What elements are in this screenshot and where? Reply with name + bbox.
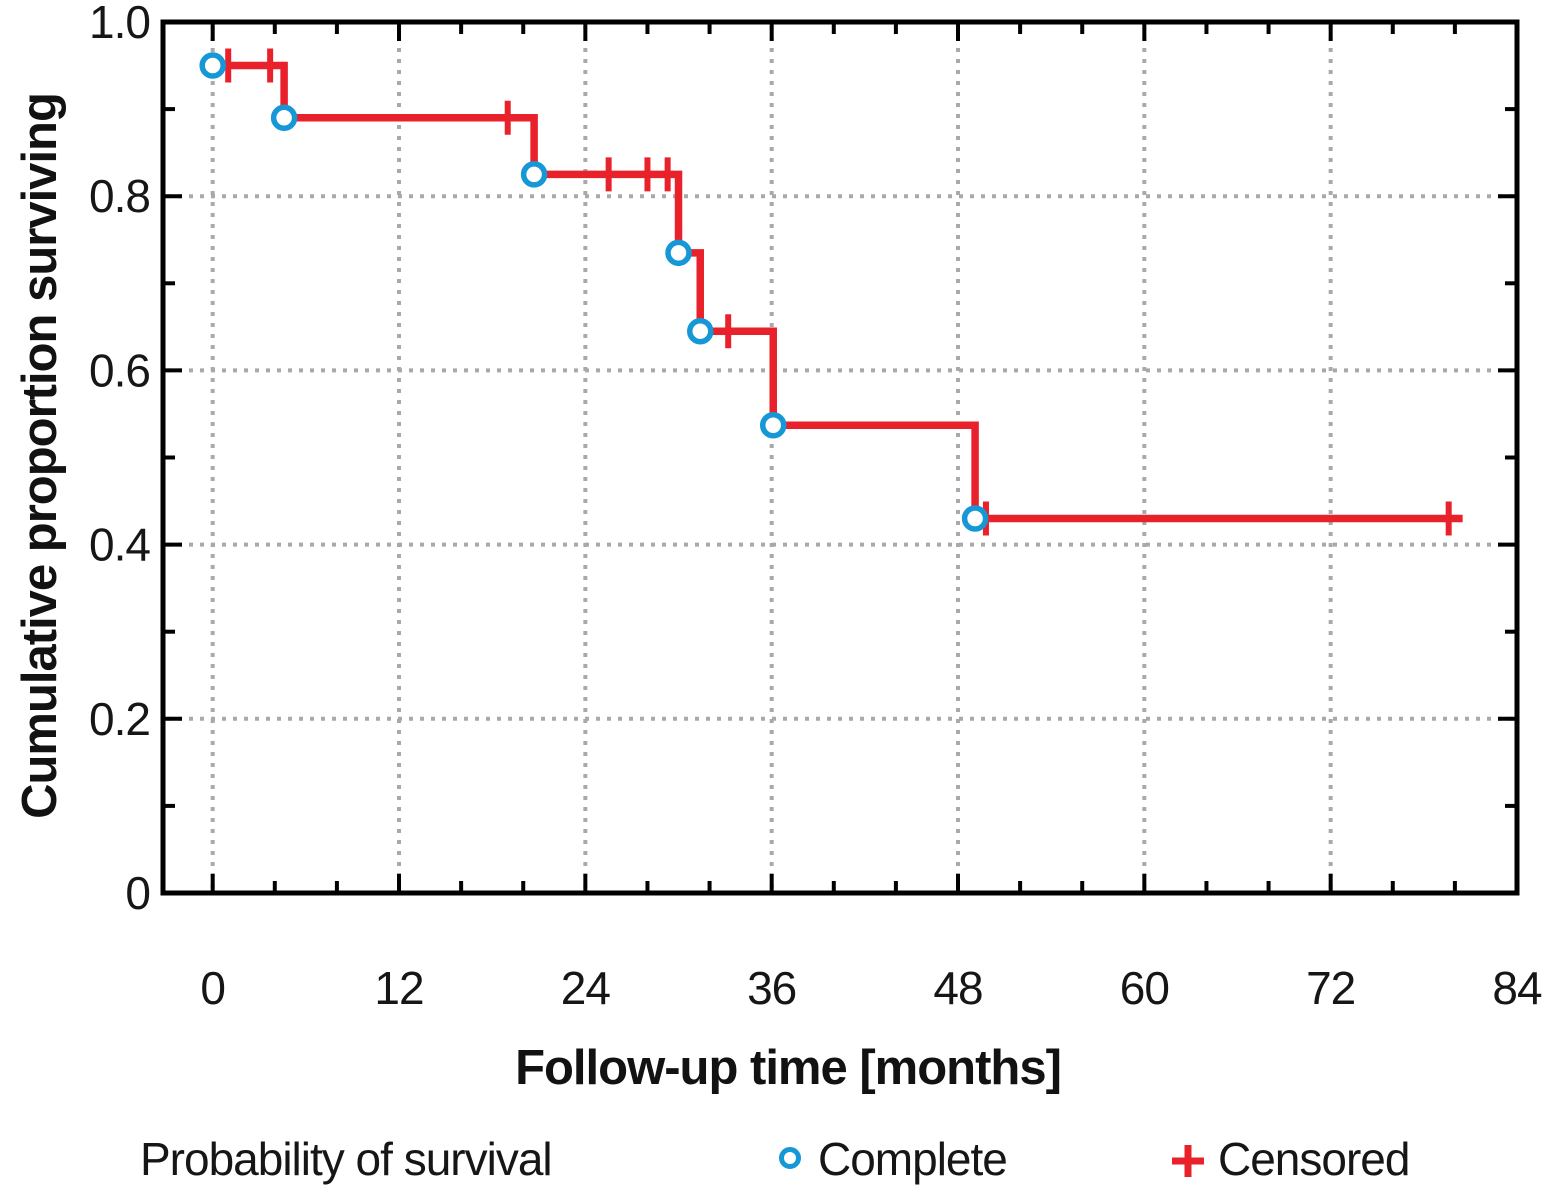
complete-marker <box>270 104 298 132</box>
complete-marker <box>687 317 714 345</box>
legend-series-label: Probability of survival <box>140 1133 553 1185</box>
complete-marker <box>199 52 226 79</box>
y-tick-label: 0.4 <box>89 519 150 571</box>
legend-complete-label: Complete <box>818 1133 1008 1185</box>
complete-marker <box>961 505 989 532</box>
x-tick-label: 84 <box>1492 962 1542 1014</box>
complete-marker-icon <box>779 1147 801 1169</box>
axis-box <box>160 19 1520 896</box>
legend-censored-label: Censored <box>1218 1133 1410 1185</box>
x-tick-label: 12 <box>374 962 423 1014</box>
censored-marker-icon <box>1172 1145 1204 1177</box>
x-tick-label: 48 <box>933 962 982 1014</box>
x-axis-title: Follow-up time [months] <box>515 1041 1062 1095</box>
x-tick-label: 60 <box>1120 962 1169 1014</box>
x-tick-label: 72 <box>1306 962 1355 1014</box>
y-tick-label: 0.6 <box>89 344 150 396</box>
y-tick-label: 0.8 <box>89 170 150 222</box>
complete-marker <box>665 239 692 267</box>
y-tick-label: 1.0 <box>89 0 150 48</box>
complete-marker <box>520 161 548 188</box>
y-tick-label: 0.2 <box>89 693 150 745</box>
x-tick-label: 0 <box>200 962 225 1014</box>
x-tick-label: 36 <box>747 962 796 1014</box>
y-tick-label: 0 <box>125 867 150 919</box>
x-tick-label: 24 <box>561 962 611 1014</box>
complete-marker <box>759 412 787 439</box>
y-axis-title: Cumulative proportion surviving <box>13 93 67 819</box>
